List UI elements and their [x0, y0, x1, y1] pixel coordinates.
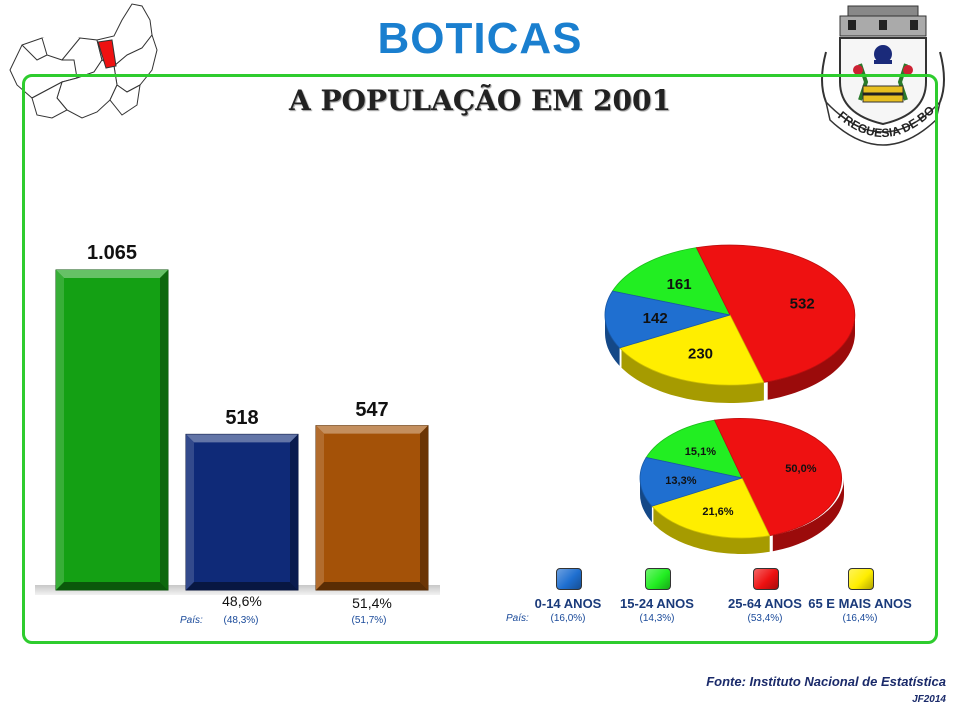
pie-slice-label: 21,6% [702, 506, 733, 518]
pie-slice-label: 13,3% [665, 475, 696, 487]
pie-slice [618, 314, 765, 386]
pie-slice [611, 247, 731, 316]
content-frame [22, 74, 938, 644]
legend-pais-value: (16,0%) [550, 613, 586, 624]
pie-slice-side [640, 478, 652, 523]
bar-pais-value: (51,7%) [351, 615, 387, 626]
bar [315, 425, 429, 591]
bar [185, 433, 299, 591]
legend-label: 65 E MAIS ANOS [808, 596, 912, 611]
bar-value-label: 1.065 [86, 242, 138, 264]
population-bar-chart [35, 269, 440, 595]
pie-slice [604, 290, 731, 349]
district-map [9, 3, 158, 119]
page-title: BOTICAS [377, 14, 583, 63]
pie-slice [645, 419, 743, 479]
age-pie-chart-percent: 15,1% 50,0% 21,6% 13,3% [639, 417, 844, 554]
pie-slice [714, 417, 843, 537]
chart-subtitle: A POPULAÇÃO EM 2001 [289, 84, 671, 117]
legend-label: 25-64 ANOS [728, 596, 802, 611]
pie-slice [695, 244, 856, 383]
legend-pais-value: (53,4%) [747, 613, 783, 624]
source-note: Fonte: Instituto Nacional de Estatística [706, 674, 946, 689]
pie-slice-side [653, 507, 770, 554]
age-pie-chart-counts: 161 532 230 142 [604, 244, 856, 403]
legend-label: 0-14 ANOS [534, 596, 602, 611]
legend-label: 15-24 ANOS [620, 596, 694, 611]
pie-slice-side [621, 349, 764, 403]
pie-slice-label: 142 [643, 310, 668, 327]
pie-slice-label: 532 [790, 296, 815, 313]
bar-percent-label: 51,4% [352, 595, 392, 611]
legend-swatch [556, 568, 582, 590]
legend-pais-value: (14,3%) [639, 613, 675, 624]
legend-swatch [848, 568, 874, 590]
pie-slice-side [767, 315, 855, 400]
pie-slice [639, 457, 744, 507]
bar-percent-label: 48,6% [222, 593, 262, 609]
bar-value-label: 518 [225, 407, 259, 429]
pie-slice-side [772, 478, 844, 552]
pie-slice-label: 50,0% [785, 463, 816, 475]
bar [55, 269, 169, 591]
pie-slice-label: 230 [688, 346, 713, 363]
legend-pais-value: (16,4%) [842, 613, 878, 624]
pais-label: País: [180, 615, 203, 626]
pais-label: País: [506, 613, 529, 624]
legend-swatch [753, 568, 779, 590]
pie-slice-label: 161 [667, 276, 692, 293]
pie-slice-side [605, 315, 620, 366]
pie-slice [651, 477, 771, 539]
legend-swatch [645, 568, 671, 590]
bar-pais-value: (48,3%) [223, 615, 259, 626]
pie-slice-label: 15,1% [685, 446, 716, 458]
parish-crest: FREGUESIA DE BOTICAS [818, 2, 945, 146]
bar-value-label: 547 [355, 399, 389, 421]
doc-code: JF2014 [912, 694, 946, 705]
